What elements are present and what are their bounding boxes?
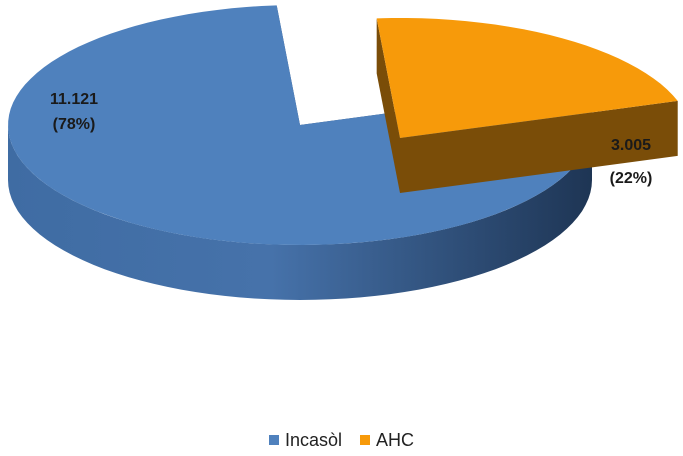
legend-item-ahc: AHC (360, 430, 414, 451)
legend: Incasòl AHC (0, 428, 683, 452)
legend-label-ahc: AHC (376, 429, 415, 450)
slice-cut-end-ahc (400, 100, 678, 193)
legend-item-incasol: Incasòl (268, 429, 343, 451)
slice-label-incasol-value: 11.121 (50, 91, 98, 108)
slice-label-ahc-percent: (22%) (610, 170, 653, 187)
legend-swatch-ahc (360, 435, 371, 445)
slice-top-ahc (376, 18, 678, 138)
legend-swatch-incasol (268, 435, 279, 445)
slice-label-ahc-value: 3.005 (611, 137, 651, 154)
slice-label-incasol-percent: (78%) (53, 116, 96, 133)
slice-cut-start-ahc (376, 18, 400, 194)
legend-label-incasol: Incasòl (284, 429, 343, 450)
slice-side-incasol-0 (8, 125, 592, 300)
